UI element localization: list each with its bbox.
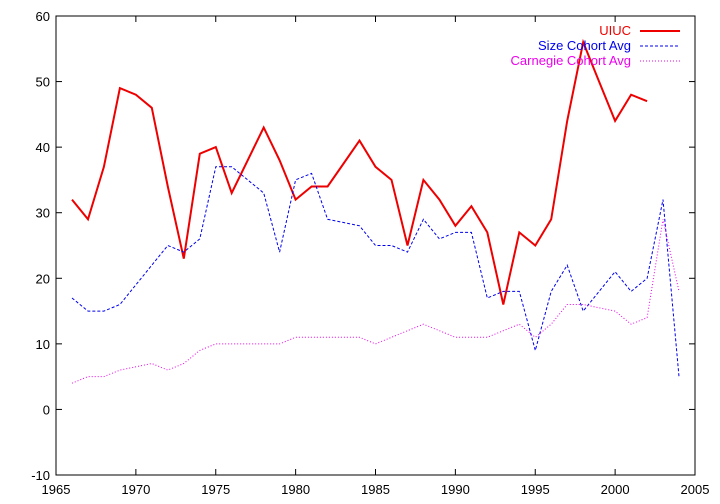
plot-frame — [55, 15, 696, 476]
legend-label: UIUC — [599, 23, 631, 38]
y-tick-label: -10 — [31, 468, 50, 483]
series-line-1 — [71, 38, 648, 305]
series-line-3 — [71, 219, 680, 384]
y-tick-label: 60 — [36, 9, 50, 24]
axes: 1965 1970 1975 1980 1985 1990 1995 2000 2005 -10 0… — [31, 9, 709, 497]
x-tick-label: 1970 — [121, 482, 150, 497]
legend-label: Size Cohort Avg — [538, 38, 631, 53]
x-tick-label: 2005 — [681, 482, 710, 497]
legend-label: Carnegie Cohort Avg — [511, 53, 631, 68]
x-tick-label: 1975 — [201, 482, 230, 497]
y-tick-label: 40 — [36, 140, 50, 155]
x-tick-label: 1980 — [281, 482, 310, 497]
x-tick-label: 1990 — [441, 482, 470, 497]
y-tick-label: 50 — [36, 75, 50, 90]
x-tick-label: 2000 — [601, 482, 630, 497]
y-tick-label: 20 — [36, 271, 50, 286]
series-lines — [71, 38, 680, 384]
x-tick-label: 1995 — [521, 482, 550, 497]
x-tick-label: 1965 — [42, 482, 71, 497]
x-tick-label: 1985 — [361, 482, 390, 497]
y-tick-label: 30 — [36, 206, 50, 221]
series-line-2 — [71, 166, 680, 377]
y-tick-label: 0 — [43, 402, 50, 417]
y-tick-label: 10 — [36, 337, 50, 352]
